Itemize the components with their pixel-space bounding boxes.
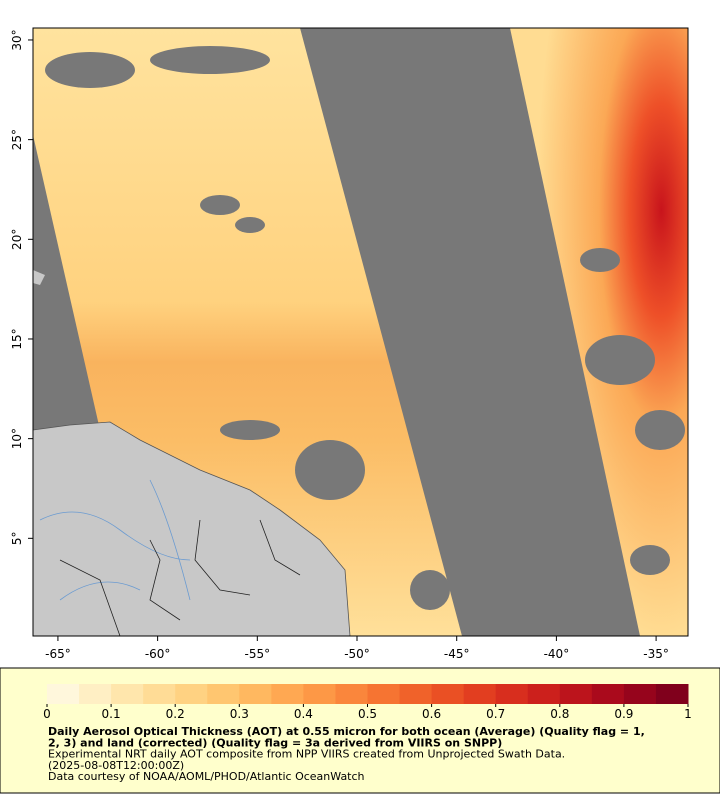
- colorbar-swatch: [111, 684, 144, 704]
- colorbar-tick-label: 0.7: [486, 707, 505, 721]
- colorbar-swatch: [239, 684, 272, 704]
- x-tick-label: -65°: [45, 647, 71, 661]
- caption-title: Daily Aerosol Optical Thickness (AOT) at…: [48, 725, 645, 738]
- y-tick-label: 20°: [10, 229, 24, 250]
- colorbar-swatch: [591, 684, 625, 704]
- axes: -65° -60° -55° -50° -45° -40° -35° 30° 25° 20° 15°…: [10, 29, 669, 661]
- colorbar-tick-label: 0.3: [230, 707, 249, 721]
- colorbar-tick-label: 0.8: [550, 707, 569, 721]
- colorbar-swatch: [47, 684, 80, 704]
- colorbar-tick-label: 0.9: [614, 707, 633, 721]
- swath-east: [510, 28, 688, 636]
- colorbar-swatch: [463, 684, 497, 704]
- plot-frame: [32, 27, 689, 637]
- caption-title: 2, 3) and land (corrected) (Quality flag…: [48, 736, 502, 749]
- y-tick-label: 10°: [10, 428, 24, 449]
- colorbar-swatch: [623, 684, 657, 704]
- colorbar-swatch: [143, 684, 176, 704]
- colorbar-swatch: [367, 684, 401, 704]
- colorbar-tick-label: 1: [684, 707, 692, 721]
- colorbar-tick-label: 0.1: [102, 707, 121, 721]
- map-plot: [33, 28, 688, 636]
- y-tick-label: 30°: [10, 29, 24, 50]
- colorbar-tick-label: 0: [43, 707, 51, 721]
- colorbar-swatch: [431, 684, 465, 704]
- y-tick-label: 5°: [10, 532, 24, 546]
- cloud-gaps: [45, 46, 685, 610]
- x-tick-label: -55°: [245, 647, 271, 661]
- colorbar: 0 0.1 0.2 0.3 0.4 0.5 0.6 0.7 0.8 0.9 1: [43, 684, 692, 721]
- caption-note: (2025-08-08T12:00:00Z): [48, 759, 184, 772]
- colorbar-swatch: [655, 684, 689, 704]
- rivers: [39, 479, 191, 601]
- colorbar-tick-label: 0.5: [358, 707, 377, 721]
- colorbar-swatch: [527, 684, 561, 704]
- x-tick-label: -40°: [544, 647, 570, 661]
- land-caribbean: [33, 270, 45, 285]
- x-tick-label: -50°: [344, 647, 370, 661]
- colorbar-swatch: [79, 684, 112, 704]
- colorbar-tick-label: 0.6: [422, 707, 441, 721]
- y-tick-label: 25°: [10, 129, 24, 150]
- caption: Daily Aerosol Optical Thickness (AOT) at…: [48, 725, 645, 783]
- colorbar-swatch: [175, 684, 208, 704]
- colorbar-tick-label: 0.2: [166, 707, 185, 721]
- x-tick-label: -35°: [643, 647, 669, 661]
- colorbar-swatch: [271, 684, 304, 704]
- y-tick-label: 15°: [10, 328, 24, 349]
- colorbar-swatch: [303, 684, 336, 704]
- colorbar-swatch: [335, 684, 368, 704]
- x-tick-label: -60°: [145, 647, 171, 661]
- colorbar-swatch: [207, 684, 240, 704]
- colorbar-tick-label: 0.4: [294, 707, 313, 721]
- colorbar-swatch: [399, 684, 433, 704]
- colorbar-swatch: [495, 684, 529, 704]
- caption-note: Data courtesy of NOAA/AOML/PHOD/Atlantic…: [48, 770, 365, 783]
- caption-note: Experimental NRT daily AOT composite fro…: [48, 748, 565, 761]
- colorbar-swatch: [559, 684, 593, 704]
- borders: [59, 519, 301, 636]
- x-tick-label: -45°: [444, 647, 470, 661]
